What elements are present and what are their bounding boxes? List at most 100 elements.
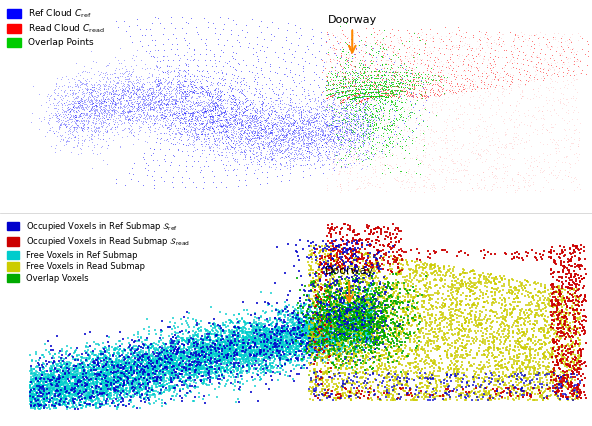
Point <box>252 332 261 339</box>
Point <box>75 112 85 118</box>
Point <box>83 124 92 130</box>
Point <box>490 281 500 288</box>
Point <box>548 382 558 389</box>
Point <box>358 320 368 327</box>
Point <box>350 358 359 365</box>
Point <box>235 127 244 134</box>
Point <box>169 367 178 374</box>
Point <box>32 377 41 383</box>
Point <box>321 343 331 349</box>
Point <box>362 165 371 172</box>
Point <box>348 99 357 106</box>
Point <box>364 92 374 99</box>
Point <box>130 95 139 102</box>
Point <box>145 388 155 395</box>
Point <box>495 363 504 370</box>
Point <box>517 343 526 350</box>
Point <box>280 326 289 333</box>
Point <box>305 319 314 325</box>
Point <box>497 301 507 308</box>
Point <box>329 341 338 348</box>
Point <box>304 154 314 161</box>
Point <box>317 312 327 319</box>
Point <box>243 124 253 130</box>
Point <box>231 20 241 27</box>
Point <box>340 325 350 331</box>
Point <box>358 250 367 257</box>
Point <box>161 363 170 370</box>
Point <box>411 397 420 403</box>
Point <box>242 182 251 189</box>
Point <box>333 247 343 254</box>
Point <box>281 327 291 334</box>
Point <box>325 309 334 316</box>
Point <box>65 390 75 397</box>
Point <box>166 395 175 402</box>
Point <box>558 379 568 386</box>
Point <box>385 106 395 112</box>
Point <box>335 333 345 340</box>
Point <box>300 126 310 133</box>
Point <box>350 320 360 326</box>
Point <box>301 149 310 156</box>
Point <box>325 116 334 123</box>
Point <box>311 382 321 389</box>
Point <box>328 127 337 134</box>
Point <box>333 298 342 305</box>
Point <box>324 292 333 299</box>
Point <box>401 169 410 176</box>
Point <box>205 342 215 349</box>
Point <box>121 390 130 397</box>
Point <box>61 401 70 408</box>
Point <box>353 348 363 355</box>
Point <box>82 386 91 392</box>
Point <box>411 331 421 338</box>
Point <box>278 334 287 341</box>
Point <box>108 363 118 369</box>
Point <box>332 311 342 318</box>
Point <box>371 346 380 353</box>
Point <box>223 128 232 135</box>
Point <box>488 69 497 76</box>
Point <box>359 131 368 138</box>
Point <box>53 84 63 91</box>
Point <box>366 125 375 132</box>
Point <box>96 103 105 109</box>
Point <box>30 397 40 403</box>
Point <box>366 264 375 271</box>
Point <box>182 346 191 353</box>
Point <box>326 332 336 339</box>
Point <box>170 357 180 364</box>
Point <box>434 58 443 65</box>
Point <box>250 336 259 343</box>
Point <box>210 130 220 137</box>
Point <box>26 402 36 409</box>
Point <box>369 135 378 142</box>
Point <box>357 307 366 314</box>
Point <box>52 377 62 384</box>
Point <box>63 113 72 120</box>
Point <box>103 121 112 127</box>
Point <box>110 101 120 107</box>
Point <box>556 343 566 350</box>
Point <box>485 89 494 96</box>
Point <box>320 302 330 309</box>
Point <box>220 114 229 121</box>
Point <box>72 142 82 149</box>
Point <box>339 318 348 325</box>
Point <box>306 150 316 157</box>
Point <box>274 354 284 361</box>
Point <box>258 335 268 342</box>
Point <box>26 374 36 380</box>
Point <box>341 76 350 83</box>
Point <box>570 383 579 389</box>
Point <box>263 342 273 349</box>
Point <box>115 364 125 371</box>
Point <box>306 279 316 286</box>
Point <box>308 325 317 332</box>
Point <box>330 316 339 322</box>
Point <box>273 54 282 60</box>
Point <box>301 132 310 139</box>
Point <box>229 355 238 362</box>
Point <box>85 106 95 113</box>
